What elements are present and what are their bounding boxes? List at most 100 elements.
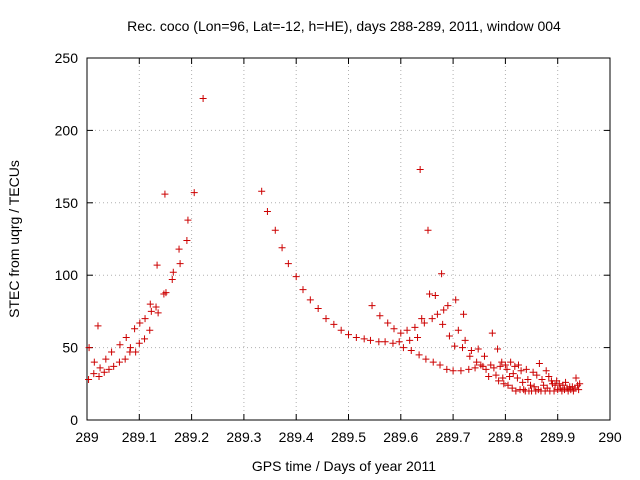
data-point xyxy=(519,378,527,386)
data-point xyxy=(190,189,198,197)
data-point xyxy=(433,310,441,318)
data-point xyxy=(527,381,535,389)
data-points xyxy=(85,95,584,395)
data-point xyxy=(176,260,184,268)
data-point xyxy=(141,335,149,343)
data-point xyxy=(162,289,170,297)
data-point xyxy=(420,319,428,327)
y-axis-label: STEC from uqrg / TECUs xyxy=(6,160,22,318)
data-point xyxy=(284,260,292,268)
y-tick-label: 100 xyxy=(55,267,79,283)
data-point xyxy=(482,365,490,373)
data-point xyxy=(299,286,307,294)
data-point xyxy=(479,362,487,370)
data-point xyxy=(575,386,583,394)
x-tick-label: 289.8 xyxy=(488,429,523,445)
grid-lines xyxy=(87,58,610,420)
x-tick-label: 290 xyxy=(598,429,622,445)
data-point xyxy=(467,346,475,354)
data-point xyxy=(422,355,430,363)
data-point xyxy=(381,338,389,346)
data-point xyxy=(314,305,322,313)
data-point xyxy=(514,361,522,369)
data-point xyxy=(533,371,541,379)
data-point xyxy=(431,291,439,299)
data-point xyxy=(426,290,434,298)
data-point xyxy=(184,216,192,224)
y-tick-label: 50 xyxy=(62,340,78,356)
x-tick-label: 289.5 xyxy=(331,429,366,445)
data-point xyxy=(153,261,161,269)
data-point xyxy=(457,367,465,375)
data-point xyxy=(263,207,271,215)
x-tick-label: 289.4 xyxy=(279,429,314,445)
data-point xyxy=(199,95,207,103)
data-point xyxy=(175,245,183,253)
data-point xyxy=(141,315,149,323)
data-point xyxy=(147,307,155,315)
data-point xyxy=(507,358,515,366)
data-point xyxy=(517,367,525,375)
data-point xyxy=(110,362,118,370)
x-tick-label: 289.3 xyxy=(226,429,261,445)
data-point xyxy=(451,342,459,350)
data-point xyxy=(418,315,426,323)
data-point xyxy=(439,320,447,328)
data-point xyxy=(322,315,330,323)
data-point xyxy=(306,296,314,304)
data-point xyxy=(90,358,98,366)
data-point xyxy=(384,319,392,327)
data-point xyxy=(494,345,502,353)
data-point xyxy=(460,310,468,318)
data-point xyxy=(542,367,550,375)
data-point xyxy=(471,364,479,372)
data-point xyxy=(406,336,414,344)
data-point xyxy=(509,370,517,378)
x-tick-label: 289 xyxy=(75,429,99,445)
data-point xyxy=(337,326,345,334)
data-point xyxy=(115,358,123,366)
data-point xyxy=(522,365,530,373)
data-point xyxy=(473,358,481,366)
data-point xyxy=(459,344,467,352)
data-point xyxy=(258,187,266,195)
data-point xyxy=(271,226,279,234)
data-point xyxy=(278,244,286,252)
data-point xyxy=(511,362,519,370)
data-point xyxy=(495,377,503,385)
data-point xyxy=(500,380,508,388)
data-point xyxy=(485,373,493,381)
y-tick-label: 200 xyxy=(55,122,79,138)
x-tick-label: 289.7 xyxy=(436,429,471,445)
data-point xyxy=(395,338,403,346)
data-point xyxy=(108,348,116,356)
x-axis: 289 289.1 289.2 289.3 289.4 289.5 289.6 289.7 28… xyxy=(75,58,622,445)
data-point xyxy=(535,360,543,368)
data-point xyxy=(352,333,360,341)
data-point xyxy=(136,319,144,327)
data-point xyxy=(512,387,520,395)
data-point xyxy=(368,302,376,310)
data-point xyxy=(424,226,432,234)
data-point xyxy=(461,336,469,344)
data-point xyxy=(360,335,368,343)
data-point xyxy=(520,386,528,394)
data-point xyxy=(366,336,374,344)
data-point xyxy=(499,374,507,382)
x-tick-label: 289.1 xyxy=(122,429,157,445)
data-point xyxy=(551,381,559,389)
data-point xyxy=(529,368,537,376)
data-point xyxy=(121,355,129,363)
data-point xyxy=(146,300,154,308)
data-point xyxy=(154,309,162,317)
data-point xyxy=(416,165,424,173)
data-point xyxy=(513,374,521,382)
data-point xyxy=(90,370,98,378)
data-point xyxy=(487,361,495,369)
data-point xyxy=(407,346,415,354)
x-axis-label: GPS time / Days of year 2011 xyxy=(252,458,436,474)
data-point xyxy=(403,326,411,334)
y-tick-label: 0 xyxy=(70,412,78,428)
data-point xyxy=(161,190,169,198)
data-point xyxy=(538,375,546,383)
